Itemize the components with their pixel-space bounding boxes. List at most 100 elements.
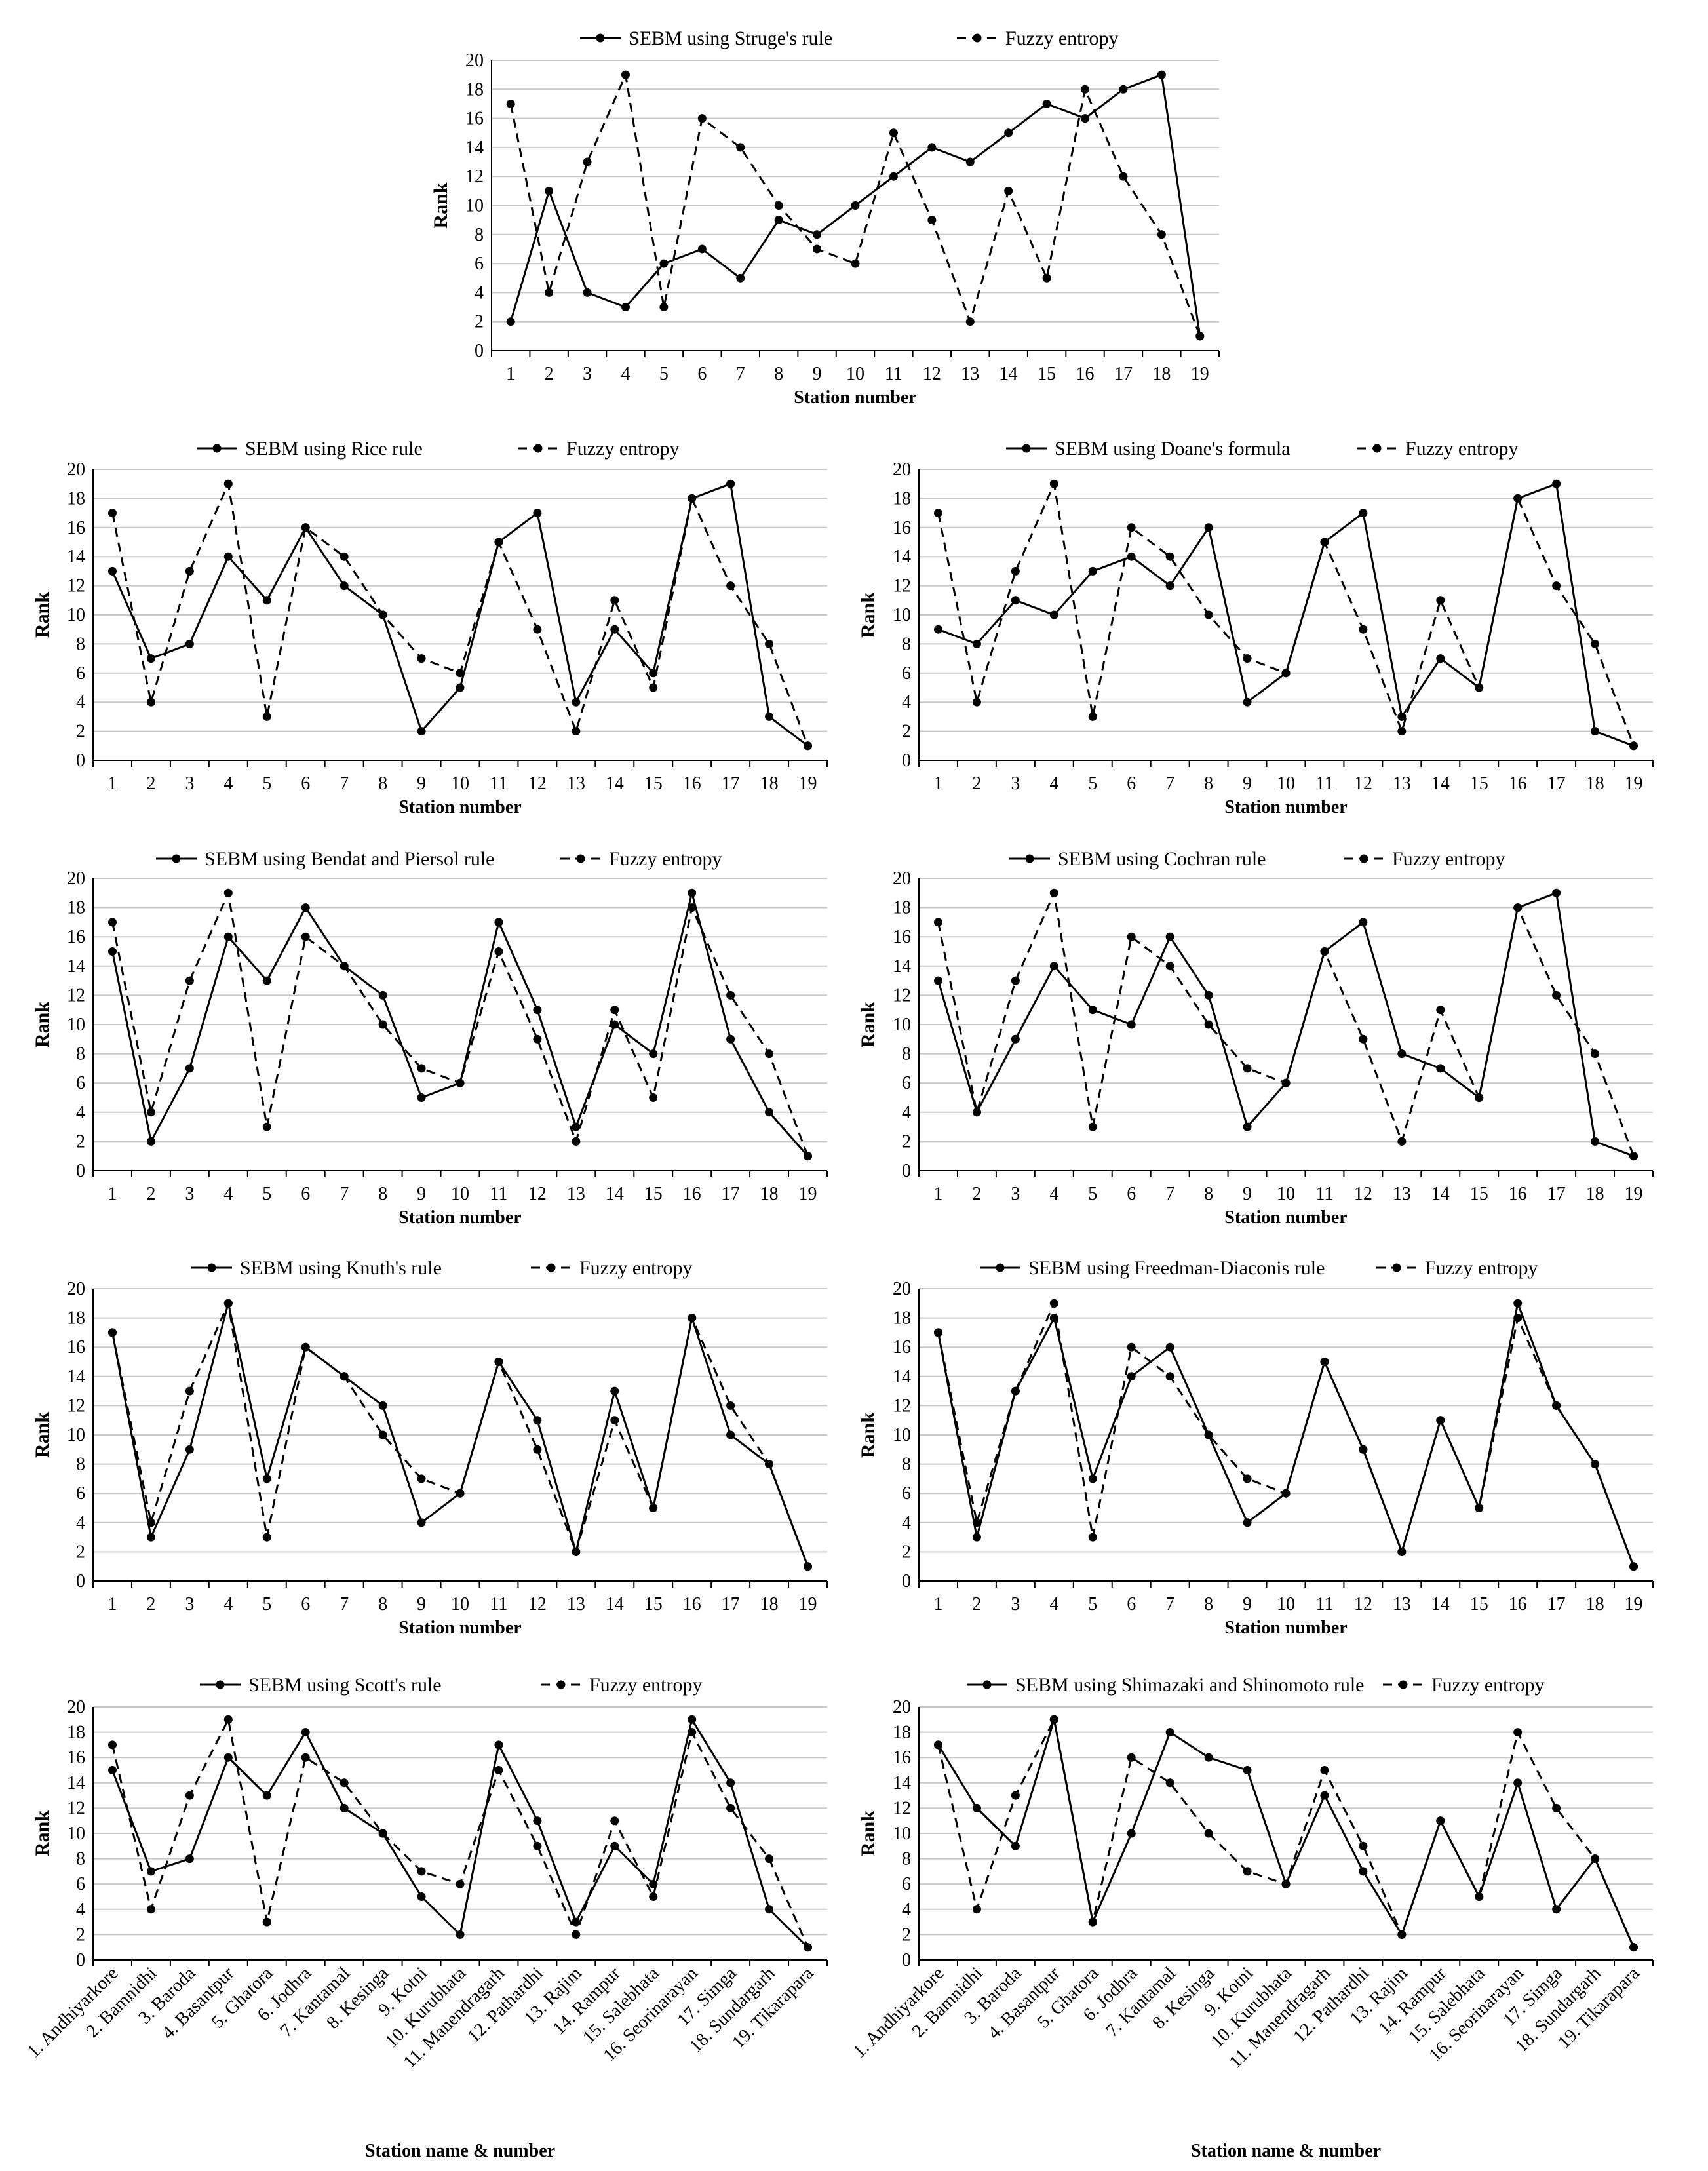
data-point bbox=[1204, 1430, 1213, 1439]
x-tick-label: 1 bbox=[107, 773, 117, 794]
y-tick-label: 4 bbox=[902, 692, 911, 713]
x-tick-label: 11 bbox=[490, 1184, 507, 1204]
data-point bbox=[1281, 1879, 1291, 1888]
x-tick-label: 15 bbox=[644, 773, 663, 794]
data-point bbox=[146, 1518, 155, 1527]
data-point bbox=[1243, 1064, 1252, 1073]
data-point bbox=[1359, 1445, 1368, 1454]
x-tick-label: 3 bbox=[185, 773, 194, 794]
y-tick-label: 6 bbox=[902, 1483, 911, 1504]
legend-label: Fuzzy entropy bbox=[609, 848, 722, 870]
x-tick-label: 11 bbox=[1315, 1594, 1333, 1614]
y-tick-label: 14 bbox=[893, 547, 911, 567]
y-tick-label: 14 bbox=[465, 138, 484, 158]
data-point bbox=[1004, 186, 1013, 195]
y-tick-label: 12 bbox=[67, 1396, 85, 1416]
data-point bbox=[736, 143, 745, 152]
x-tick-label: 12 bbox=[1354, 1594, 1372, 1614]
data-point bbox=[533, 625, 542, 634]
data-point bbox=[262, 1917, 271, 1927]
data-point bbox=[697, 244, 707, 254]
data-point bbox=[726, 1430, 735, 1439]
data-point bbox=[1204, 610, 1213, 619]
data-point bbox=[851, 201, 860, 210]
y-tick-label: 0 bbox=[902, 1161, 911, 1181]
y-tick-label: 8 bbox=[76, 1849, 85, 1869]
x-tick-label: 10 bbox=[1277, 773, 1295, 794]
data-point bbox=[804, 1562, 813, 1571]
x-tick-label: 19 bbox=[1625, 1184, 1643, 1204]
data-point bbox=[1165, 1728, 1174, 1737]
data-point bbox=[533, 1034, 542, 1044]
data-point bbox=[223, 1753, 233, 1762]
data-point bbox=[572, 697, 581, 707]
x-tick-label: 9 bbox=[1243, 1184, 1252, 1204]
x-axis-title: Station name & number bbox=[1191, 2141, 1381, 2161]
data-point bbox=[1591, 639, 1600, 648]
y-tick-label: 6 bbox=[76, 663, 85, 684]
data-point bbox=[1042, 99, 1051, 108]
y-tick-label: 10 bbox=[67, 605, 85, 625]
data-point bbox=[572, 727, 581, 736]
y-tick-label: 0 bbox=[902, 1571, 911, 1592]
y-tick-label: 16 bbox=[67, 1337, 85, 1358]
x-tick-label: 2 bbox=[146, 773, 155, 794]
x-tick-label: 10 bbox=[451, 1184, 469, 1204]
legend-label: SEBM using Knuth's rule bbox=[240, 1257, 442, 1279]
x-tick-label: 6 bbox=[1127, 773, 1136, 794]
x-tick-label: 8 bbox=[774, 364, 783, 384]
data-point bbox=[1127, 1372, 1136, 1381]
data-point bbox=[185, 1791, 194, 1800]
data-point bbox=[804, 1152, 813, 1161]
data-point bbox=[583, 157, 592, 166]
x-tick-label: 17 bbox=[722, 1184, 740, 1204]
data-point bbox=[1359, 918, 1368, 927]
y-tick-label: 20 bbox=[465, 50, 484, 71]
data-point bbox=[1513, 494, 1523, 503]
data-point bbox=[1591, 1049, 1600, 1059]
data-point bbox=[494, 1766, 503, 1774]
x-tick-label: 14 bbox=[1431, 1594, 1450, 1614]
x-tick-label: 9 bbox=[1243, 1594, 1252, 1614]
data-point bbox=[1436, 1816, 1445, 1826]
data-point bbox=[726, 479, 735, 488]
data-point bbox=[813, 244, 822, 254]
data-point bbox=[649, 1892, 658, 1901]
x-tick-label: 17 bbox=[722, 1594, 740, 1614]
data-point bbox=[933, 918, 942, 927]
data-point bbox=[262, 1474, 271, 1483]
x-tick-label: 13 bbox=[1393, 1594, 1411, 1614]
x-tick-label: 14 bbox=[606, 1184, 624, 1204]
y-tick-label: 12 bbox=[893, 576, 911, 597]
legend-marker bbox=[1359, 854, 1368, 863]
x-tick-label: 15 bbox=[1470, 773, 1488, 794]
x-tick-label: 3 bbox=[1011, 773, 1020, 794]
data-point bbox=[417, 1518, 426, 1527]
legend-label: Fuzzy entropy bbox=[1392, 848, 1505, 870]
x-tick-label: 7 bbox=[736, 364, 745, 384]
x-tick-label: 5 bbox=[1088, 1184, 1097, 1204]
y-tick-label: 4 bbox=[475, 283, 484, 303]
y-tick-label: 18 bbox=[67, 488, 85, 509]
data-point bbox=[1397, 1930, 1407, 1939]
data-point bbox=[545, 288, 554, 297]
data-point bbox=[1513, 1778, 1523, 1788]
data-point bbox=[1552, 990, 1561, 1000]
data-point bbox=[688, 1715, 697, 1724]
x-tick-label: 5 bbox=[262, 773, 271, 794]
data-point bbox=[1397, 712, 1407, 721]
data-point bbox=[659, 303, 669, 312]
y-tick-label: 12 bbox=[893, 1798, 911, 1818]
legend-marker bbox=[1392, 1263, 1401, 1272]
y-tick-label: 2 bbox=[475, 312, 484, 332]
data-point bbox=[340, 552, 349, 561]
y-tick-label: 8 bbox=[475, 225, 484, 245]
x-tick-label: 8 bbox=[378, 1594, 387, 1614]
data-point bbox=[1049, 610, 1058, 619]
y-tick-label: 18 bbox=[465, 79, 484, 100]
y-tick-label: 10 bbox=[67, 1015, 85, 1035]
data-point bbox=[378, 610, 387, 619]
legend-marker bbox=[207, 1263, 216, 1272]
